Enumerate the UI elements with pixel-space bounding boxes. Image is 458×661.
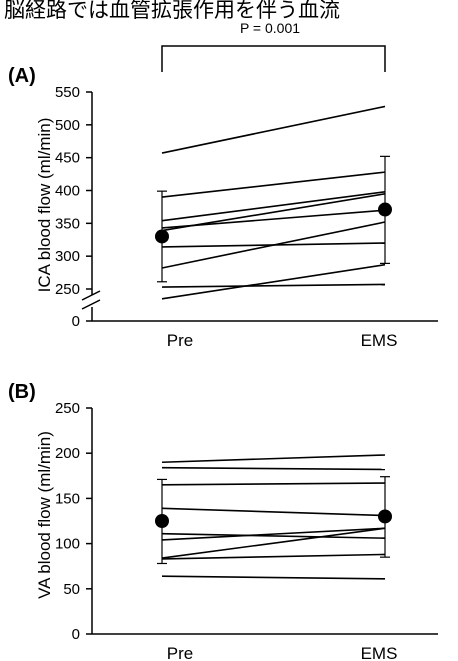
panel-a: (A) ICA blood flow (ml/min) P = 0.001 0 2… [8,20,438,350]
b-subject-line-6 [161,527,386,541]
a-subject-line-1 [161,105,386,154]
b-subject-line-3 [161,482,386,486]
a-subject-line-8 [161,283,386,288]
panel-a-label: (A) [8,65,36,87]
b-mean-point-pre [155,514,169,528]
b-subject-line-1 [161,454,386,464]
a-ytick-label: 300 [55,248,80,265]
a-subject-line-9 [161,263,386,300]
a-subject-line-3 [161,191,386,222]
header-text: 脳経路では血管拡張作用を伴う血流 [4,0,340,22]
b-subject-line-9 [161,575,386,580]
a-subject-line-5 [161,192,386,232]
a-ytick-label: 450 [55,150,80,167]
b-ytick-label: 250 [55,400,80,417]
panel-b-ylabel: VA blood flow (ml/min) [35,431,54,599]
panel-a-axis-break-mark [81,290,101,301]
a-subject-line-2 [161,171,386,198]
panel-a-significance: P = 0.001 [240,20,300,36]
b-mean-point-ems [378,509,392,524]
panel-a-ylabel: ICA blood flow (ml/min) [35,118,54,293]
b-subject-line-8 [161,553,386,560]
a-ytick-label: 550 [55,84,80,101]
panel-a-axis-break-mark-2 [81,299,101,310]
panel-b: (B) VA blood flow (ml/min) 0 50 100 150 200 2… [8,381,438,661]
b-subject-line-2 [161,466,386,471]
a-mean-point-ems [378,202,392,217]
a-mean-point-pre [155,229,169,244]
b-xtick-label-ems: EMS [361,644,398,661]
b-ytick-label: 150 [55,490,80,507]
a-ytick-label: 500 [55,117,80,134]
b-subject-line-7 [161,527,386,559]
b-ytick-label: 100 [55,536,80,553]
b-subject-line-4 [161,507,386,517]
a-subject-line-7 [161,221,386,269]
panel-a-significance-bracket [161,45,386,72]
b-xtick-label-pre: Pre [167,644,193,661]
a-ytick-label: 400 [55,183,80,200]
a-xtick-label-pre: Pre [167,331,193,350]
a-xtick-label-ems: EMS [361,331,398,350]
panel-b-label: (B) [8,381,36,403]
b-subject-line-5 [161,532,386,539]
a-ytick-label: 350 [55,215,80,232]
a-ytick-label: 250 [55,281,80,298]
b-ytick-label: 0 [72,626,80,643]
a-ytick-label: 0 [72,313,80,330]
b-ytick-label: 50 [63,581,80,598]
b-ytick-label: 200 [55,445,80,462]
